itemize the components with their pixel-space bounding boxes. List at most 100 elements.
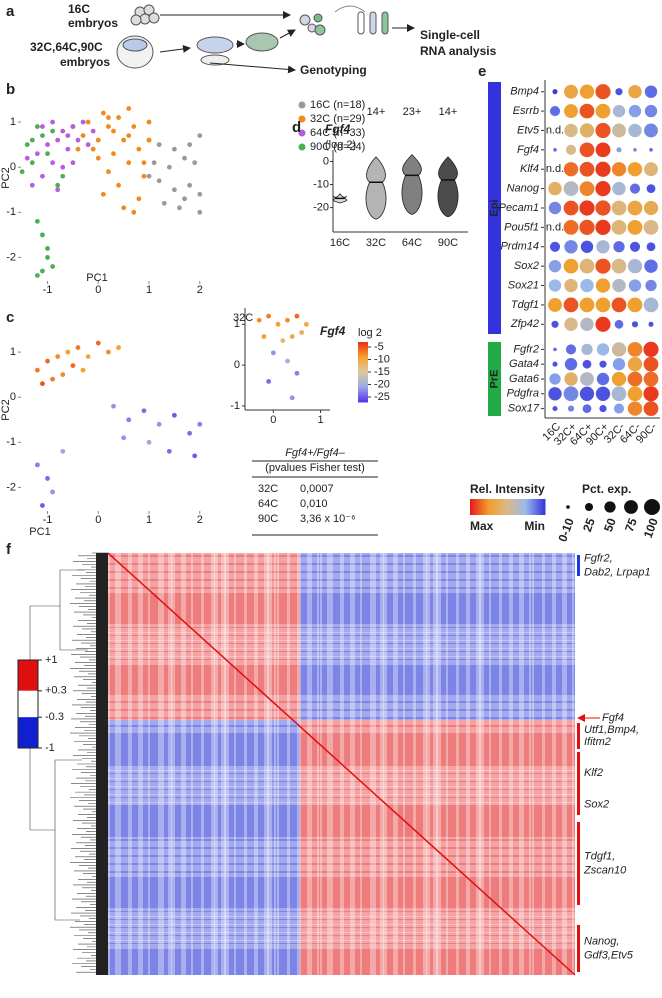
point	[166, 164, 172, 170]
point	[182, 196, 187, 202]
point	[34, 151, 40, 157]
colorbar-cell	[358, 362, 368, 365]
heatmap-stripe	[466, 553, 470, 975]
point	[131, 124, 137, 129]
dot	[628, 279, 642, 292]
heatmap-stripe	[108, 770, 575, 773]
dot	[595, 103, 611, 119]
dot	[643, 220, 659, 235]
y-tick-label: 1	[234, 318, 240, 330]
dot	[627, 297, 643, 313]
colorbar-cell	[358, 372, 368, 375]
violin	[401, 154, 423, 215]
dot	[579, 386, 595, 401]
point	[187, 430, 193, 436]
heatmap-stripe	[436, 553, 441, 975]
point	[40, 124, 45, 129]
point	[289, 334, 295, 339]
heatmap-stripe	[380, 553, 384, 975]
heatmap-stripe	[108, 711, 575, 715]
dot	[565, 144, 577, 155]
point	[116, 345, 121, 350]
heatmap-stripe	[108, 660, 575, 665]
colorbar-cell	[511, 499, 514, 515]
colorbar-cell	[358, 368, 368, 371]
heatmap-stripe	[108, 857, 575, 861]
point	[136, 196, 142, 202]
dot	[563, 258, 579, 274]
point	[126, 417, 132, 423]
point	[111, 128, 116, 134]
legend-swatch	[298, 143, 306, 151]
heatmap-stripe	[287, 553, 290, 975]
heatmap-stripe	[264, 553, 269, 975]
point	[256, 317, 262, 323]
x-tick-label: -1	[43, 284, 53, 296]
point	[55, 187, 61, 193]
size-key	[624, 500, 638, 514]
heatmap-block	[300, 553, 575, 720]
heatmap-stripe	[108, 837, 575, 839]
dot	[595, 278, 611, 293]
heatmap-stripe	[383, 553, 387, 975]
gene-label: Prdm14	[500, 241, 539, 253]
heatmap-stripe	[403, 553, 405, 975]
violin	[365, 156, 387, 220]
colorbar-cell	[537, 499, 540, 515]
point	[192, 160, 198, 166]
dot	[644, 123, 658, 138]
dot	[649, 148, 653, 152]
gene-label: Tdgf1	[511, 299, 539, 311]
table-cell: 64C	[258, 498, 278, 510]
legend-title: Pct. exp.	[582, 482, 631, 496]
gene-label: Nanog	[507, 183, 540, 195]
dot	[564, 84, 578, 99]
gene-annotation: Fgf4	[602, 712, 624, 724]
heatmap-stripe	[108, 569, 575, 571]
point	[146, 173, 152, 179]
point	[100, 110, 106, 116]
heatmap-stripe	[138, 553, 143, 975]
axis-label: PC2	[0, 399, 12, 420]
point	[24, 155, 30, 161]
group-label: 32C,64C,90C	[30, 40, 103, 54]
heatmap-stripe	[108, 628, 575, 633]
colorbar-cell	[535, 499, 538, 515]
table-cell: 32C	[258, 483, 278, 495]
colorbar-cell	[477, 499, 480, 515]
size-label: 100	[641, 516, 661, 540]
point	[65, 133, 71, 139]
dot	[579, 219, 595, 235]
heatmap-stripe	[413, 553, 416, 975]
heatmap-stripe	[221, 553, 226, 975]
heatmap-stripe	[499, 553, 502, 975]
point	[141, 408, 147, 414]
dot	[564, 104, 578, 119]
colorbar-cell	[358, 400, 368, 403]
dot	[627, 386, 643, 402]
point	[90, 146, 96, 152]
heatmap-stripe	[234, 553, 236, 975]
gene-annotation: Tdgf1,	[584, 850, 615, 862]
point	[34, 218, 40, 224]
point	[70, 160, 76, 166]
dot	[579, 200, 595, 216]
dot	[552, 361, 558, 367]
point	[50, 264, 55, 269]
point	[45, 142, 50, 148]
heatmap-block	[300, 720, 575, 975]
colorbar-cell	[496, 499, 499, 515]
heatmap-stripe	[108, 636, 575, 641]
step-label: Genotyping	[300, 63, 367, 77]
point	[131, 209, 137, 215]
heatmap-stripe	[108, 652, 575, 657]
point	[40, 268, 45, 274]
gene-label: Klf4	[520, 163, 539, 175]
point	[182, 155, 187, 161]
colorbar-cell	[507, 499, 510, 515]
point	[50, 489, 55, 495]
point	[146, 137, 152, 143]
colorbar-tick-label: -25	[374, 391, 390, 403]
point	[111, 151, 116, 157]
dot	[629, 241, 641, 252]
